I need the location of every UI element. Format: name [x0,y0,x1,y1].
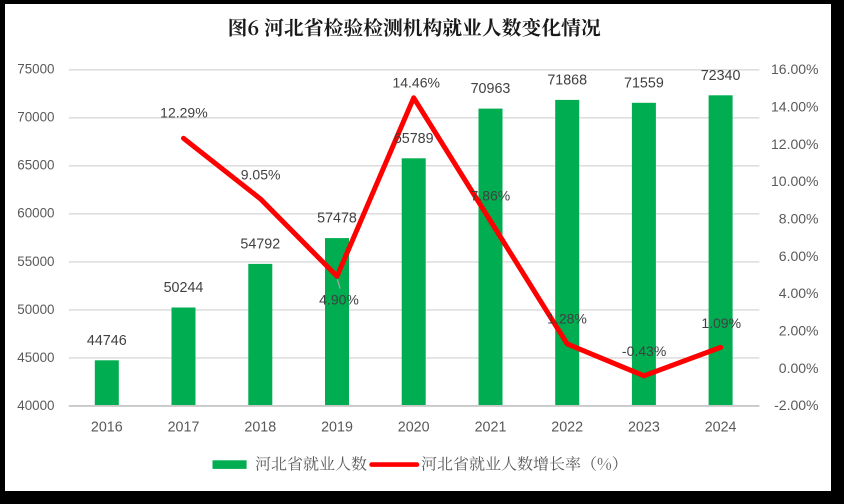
svg-text:1.09%: 1.09% [701,315,741,331]
svg-text:72340: 72340 [701,68,741,84]
svg-text:2.00%: 2.00% [779,323,819,339]
svg-text:14.46%: 14.46% [392,74,439,90]
svg-text:4.90%: 4.90% [319,292,359,308]
svg-text:44746: 44746 [87,333,127,349]
svg-text:65789: 65789 [394,131,434,147]
svg-text:75000: 75000 [17,62,54,77]
svg-text:2024: 2024 [705,419,737,435]
svg-text:50000: 50000 [17,302,54,317]
svg-text:0.00%: 0.00% [779,360,819,376]
svg-text:10.00%: 10.00% [771,173,818,189]
svg-text:12.00%: 12.00% [771,136,818,152]
svg-text:4.00%: 4.00% [779,285,819,301]
svg-text:2023: 2023 [628,419,660,435]
svg-text:55000: 55000 [17,254,54,269]
svg-text:71559: 71559 [624,75,664,91]
svg-text:16.00%: 16.00% [771,61,818,77]
svg-text:70000: 70000 [17,110,54,125]
svg-text:8.00%: 8.00% [779,211,819,227]
svg-text:1.28%: 1.28% [547,310,587,326]
svg-text:40000: 40000 [17,398,54,413]
svg-text:2021: 2021 [475,419,507,435]
svg-text:60000: 60000 [17,206,54,221]
svg-text:7.86%: 7.86% [471,188,511,204]
svg-text:65000: 65000 [17,158,54,173]
svg-text:71868: 71868 [547,73,587,89]
svg-text:54792: 54792 [240,237,280,253]
svg-text:-0.43%: -0.43% [622,343,666,359]
svg-text:9.05%: 9.05% [241,166,281,182]
svg-text:57478: 57478 [317,211,357,227]
svg-text:12.29%: 12.29% [160,104,207,120]
svg-text:14.00%: 14.00% [771,98,818,114]
svg-text:2017: 2017 [168,419,200,435]
svg-text:50244: 50244 [164,280,204,296]
svg-text:-2.00%: -2.00% [774,397,818,413]
svg-text:45000: 45000 [17,350,54,365]
svg-text:6.00%: 6.00% [779,248,819,264]
svg-text:70963: 70963 [471,81,511,97]
svg-text:2019: 2019 [321,419,353,435]
svg-text:2018: 2018 [244,419,276,435]
svg-text:2016: 2016 [91,419,123,435]
svg-text:2022: 2022 [551,419,583,435]
svg-text:2020: 2020 [398,419,430,435]
